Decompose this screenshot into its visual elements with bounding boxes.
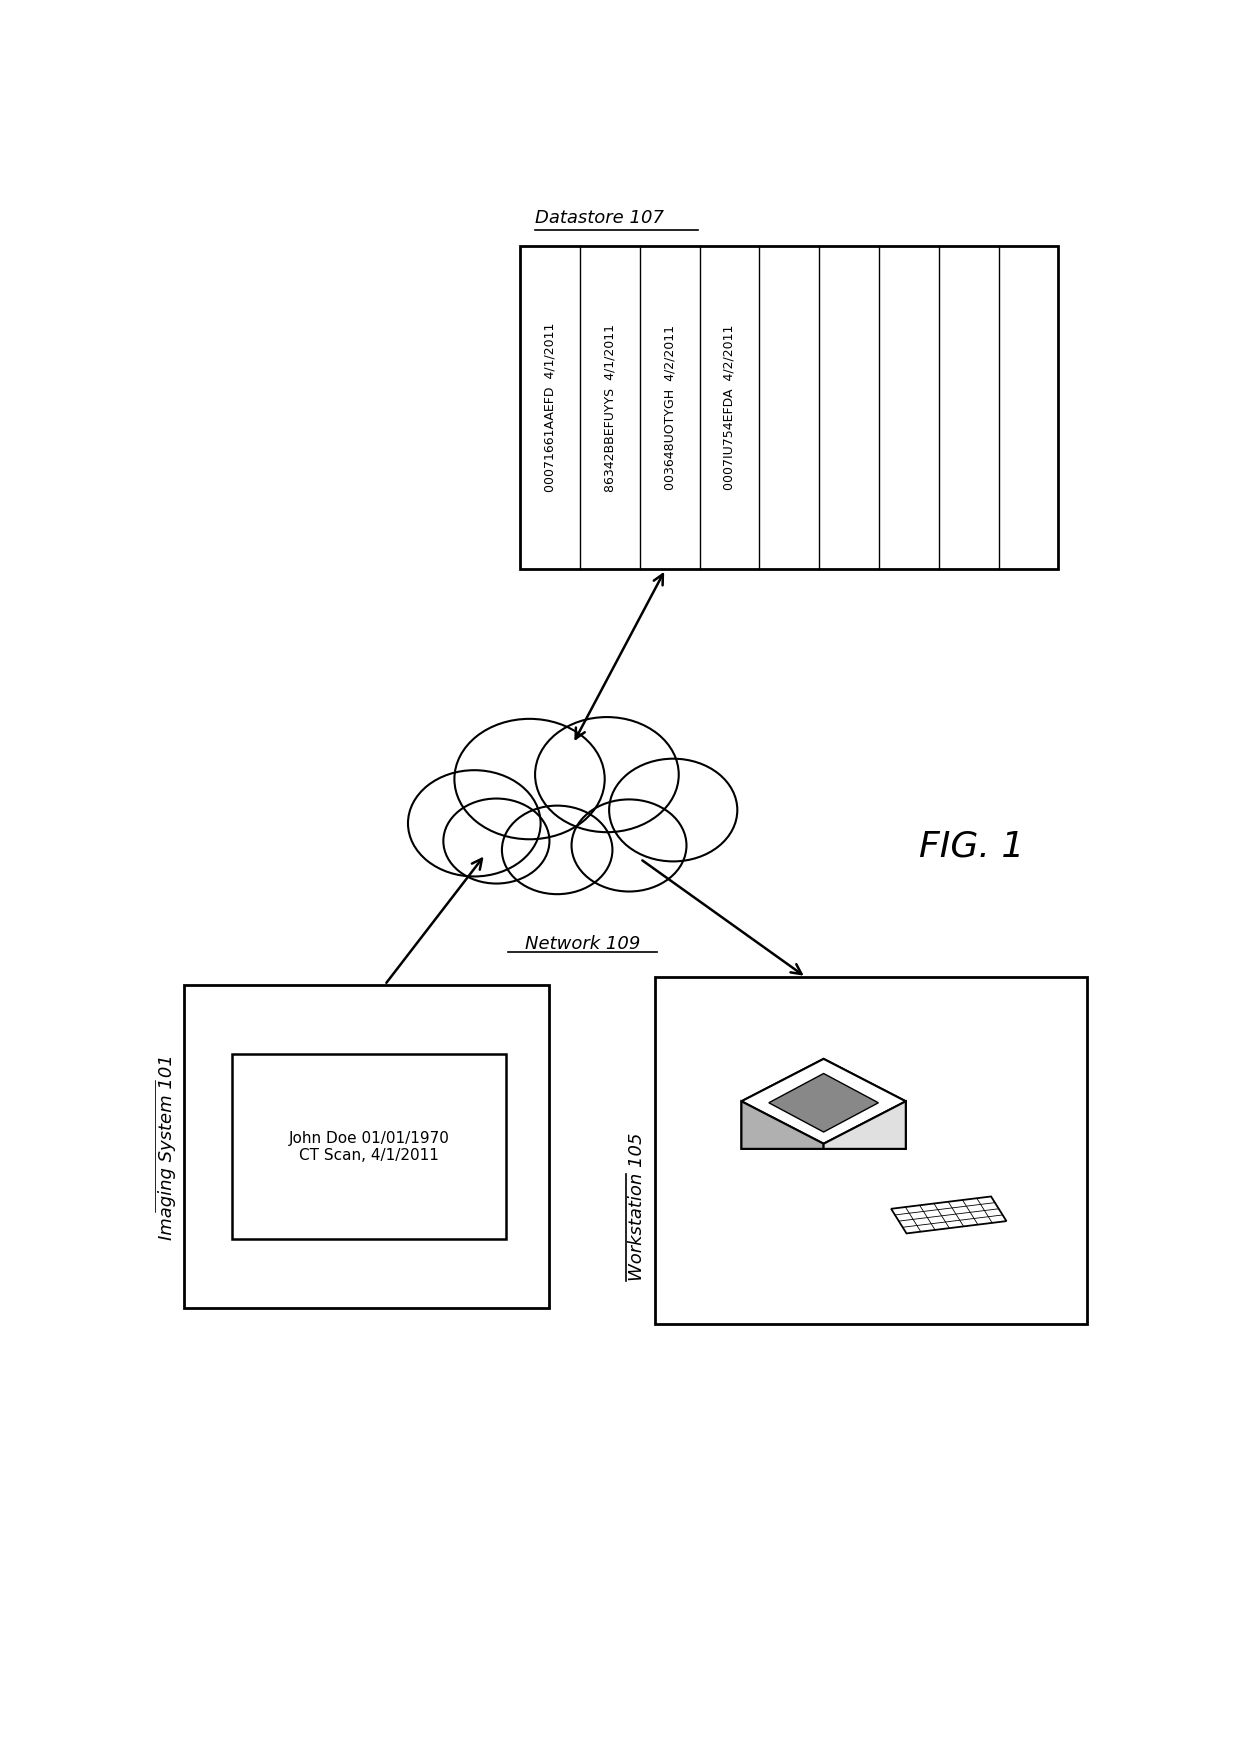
Circle shape [454,718,605,839]
Polygon shape [892,1197,1007,1233]
Text: FIG. 1: FIG. 1 [919,830,1024,863]
Bar [184,985,549,1309]
Text: Network 109: Network 109 [525,935,640,952]
Circle shape [502,805,613,894]
Text: 86342BBEFUYYS  4/1/2011: 86342BBEFUYYS 4/1/2011 [604,323,616,491]
Polygon shape [742,1059,905,1150]
Bar [655,977,1087,1324]
Text: 0007IU754EFDA  4/2/2011: 0007IU754EFDA 4/2/2011 [723,325,737,491]
Text: 003648UOTYGH  4/2/2011: 003648UOTYGH 4/2/2011 [663,325,676,489]
Polygon shape [823,1101,905,1150]
Bar [521,246,1059,570]
Polygon shape [742,1059,905,1144]
Circle shape [572,800,687,891]
Polygon shape [742,1101,823,1150]
Text: 00071661AAEFD  4/1/2011: 00071661AAEFD 4/1/2011 [543,323,557,493]
Text: Workstation 105: Workstation 105 [629,1134,646,1282]
Polygon shape [769,1073,878,1132]
Circle shape [408,770,541,877]
Text: Datastore 107: Datastore 107 [534,208,663,227]
Circle shape [609,758,738,861]
Circle shape [536,716,678,832]
Circle shape [444,798,549,884]
Bar [232,1055,506,1239]
Text: Imaging System 101: Imaging System 101 [157,1053,176,1240]
Text: John Doe 01/01/1970
CT Scan, 4/1/2011: John Doe 01/01/1970 CT Scan, 4/1/2011 [289,1130,449,1164]
